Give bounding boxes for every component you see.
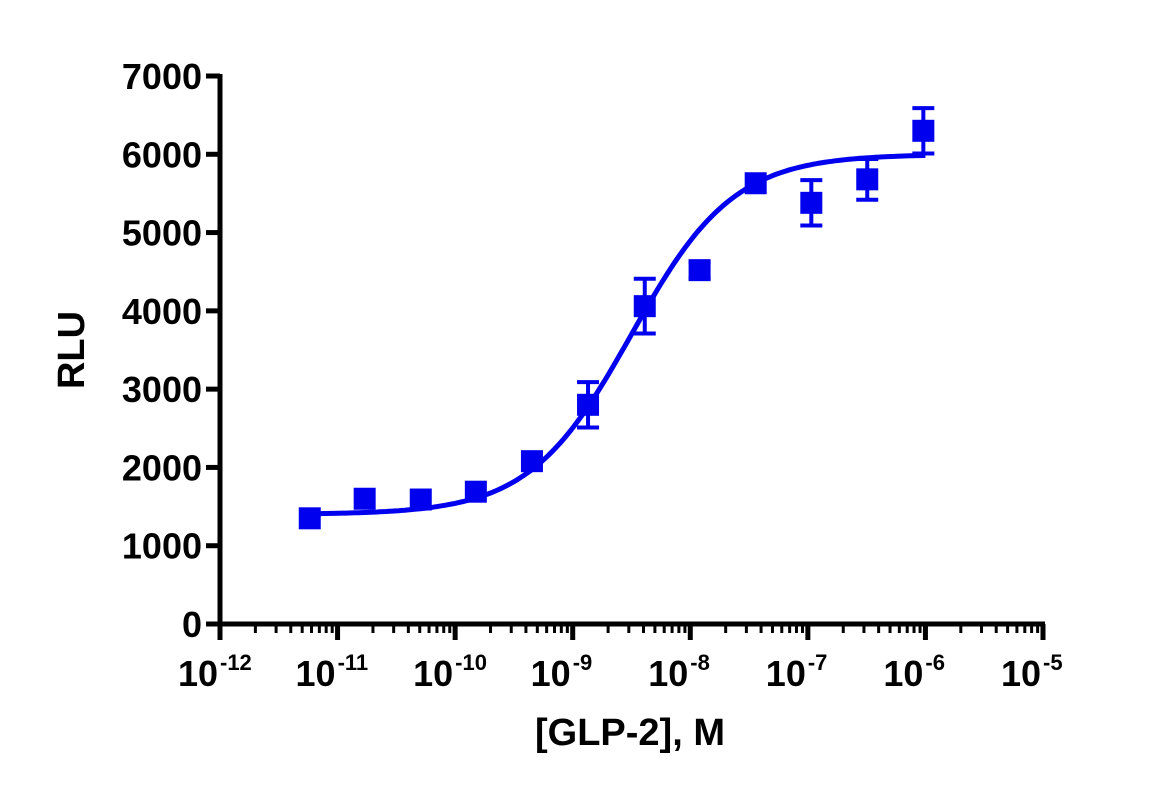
data-point (577, 393, 600, 416)
x-tick-label: 10 (1001, 653, 1041, 694)
x-tick-exponent: -11 (338, 650, 369, 675)
data-point (298, 507, 321, 530)
x-tick-label: 10 (648, 653, 688, 694)
x-tick-label: 10 (883, 653, 923, 694)
fit-curve-group (302, 152, 926, 517)
x-tick-exponent: -8 (690, 650, 710, 675)
y-tick-label: 2000 (122, 447, 202, 488)
x-tick-exponent: -10 (455, 650, 487, 675)
data-point (800, 191, 823, 214)
y-tick-label: 7000 (122, 56, 202, 97)
data-point (856, 168, 879, 191)
x-tick-label: 10 (296, 653, 336, 694)
y-axis-label: RLU (51, 311, 93, 389)
x-tick-label: 10 (531, 653, 571, 694)
data-points (298, 106, 935, 530)
x-tick-exponent: -12 (220, 650, 252, 675)
fit-curve (302, 152, 926, 517)
x-tick-exponent: -5 (1043, 650, 1063, 675)
data-point (744, 172, 767, 195)
x-tick-exponent: -6 (925, 650, 945, 675)
x-tick-label: 10 (178, 653, 218, 694)
data-point (353, 487, 376, 510)
data-point (633, 295, 656, 318)
y-tick-label: 4000 (122, 291, 202, 332)
data-point (912, 119, 935, 142)
data-point (688, 259, 711, 282)
data-point (520, 450, 543, 473)
y-tick-label: 0 (182, 604, 202, 645)
y-tick-label: 5000 (122, 213, 202, 254)
data-point (409, 488, 432, 511)
y-tick-label: 1000 (122, 526, 202, 567)
x-tick-exponent: -9 (573, 650, 593, 675)
x-tick-label: 10 (413, 653, 453, 694)
y-tick-label: 3000 (122, 369, 202, 410)
x-axis-label: [GLP-2], M (535, 712, 725, 754)
data-point (464, 480, 487, 503)
y-tick-label: 6000 (122, 134, 202, 175)
x-tick-label: 10 (766, 653, 806, 694)
x-tick-exponent: -7 (808, 650, 828, 675)
